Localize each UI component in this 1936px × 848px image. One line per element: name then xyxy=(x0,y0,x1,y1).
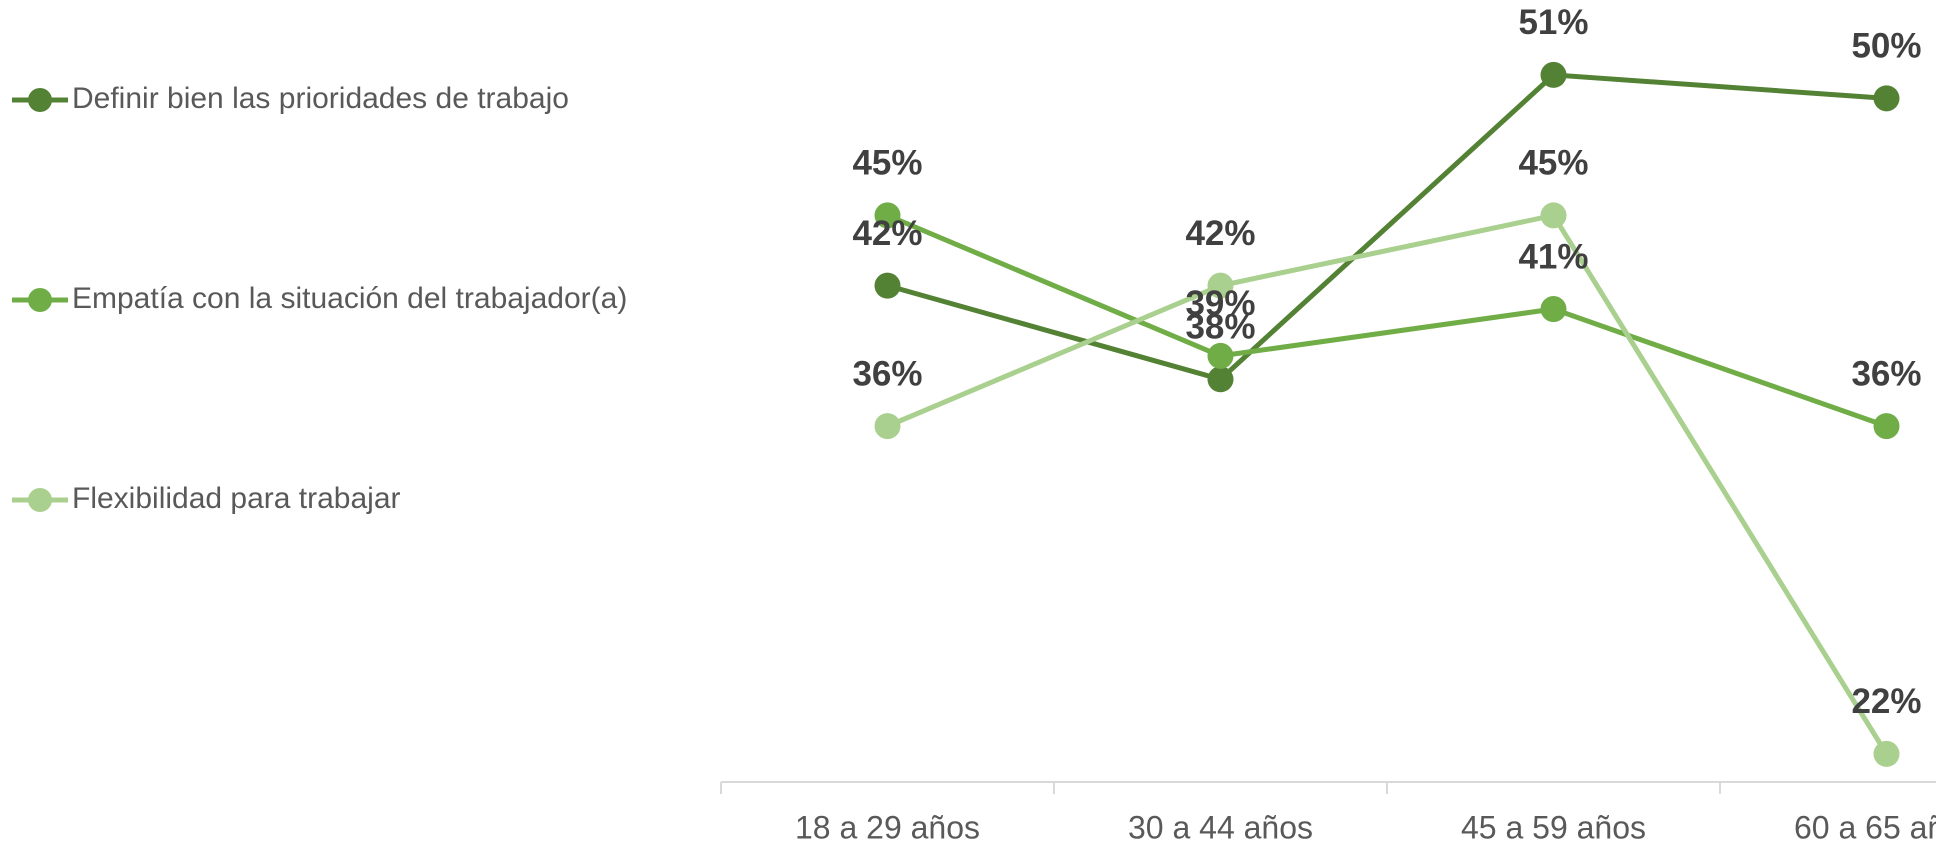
x-tick-label: 60 a 65 años xyxy=(1794,809,1936,845)
legend-label: Empatía con la situación del trabajador(… xyxy=(72,282,627,315)
x-tick-label: 30 a 44 años xyxy=(1128,809,1313,845)
data-point xyxy=(1873,413,1900,440)
series-line xyxy=(886,72,1887,383)
data-label: 45% xyxy=(852,144,922,183)
data-point xyxy=(1207,272,1234,299)
x-tick-label: 18 a 29 años xyxy=(795,809,980,845)
data-label: 50% xyxy=(1851,27,1921,66)
data-point xyxy=(1873,740,1900,767)
data-label: 22% xyxy=(1851,682,1921,721)
series-line xyxy=(886,212,1889,756)
data-point xyxy=(1540,296,1567,323)
data-point xyxy=(1540,61,1567,88)
data-label: 41% xyxy=(1518,237,1588,276)
legend-label: Definir bien las prioridades de trabajo xyxy=(72,82,569,115)
data-label: 36% xyxy=(852,354,922,393)
data-label: 39% xyxy=(1185,284,1255,323)
data-point xyxy=(1207,366,1234,393)
x-tick-label: 45 a 59 años xyxy=(1461,809,1646,845)
series-line xyxy=(886,213,1888,429)
data-point xyxy=(874,413,901,440)
data-point xyxy=(874,202,901,229)
data-point xyxy=(1207,342,1234,369)
legend-marker xyxy=(28,288,52,312)
legend-marker xyxy=(28,488,52,512)
data-label: 51% xyxy=(1518,3,1588,42)
data-label: 42% xyxy=(852,214,922,253)
data-point xyxy=(1540,202,1567,229)
legend-marker xyxy=(28,88,52,112)
data-label: 38% xyxy=(1185,308,1255,347)
data-label: 36% xyxy=(1851,354,1921,393)
data-point xyxy=(874,272,901,299)
legend-label: Flexibilidad para trabajar xyxy=(72,482,401,515)
data-label: 45% xyxy=(1518,144,1588,183)
data-label: 42% xyxy=(1185,214,1255,253)
data-point xyxy=(1873,85,1900,112)
